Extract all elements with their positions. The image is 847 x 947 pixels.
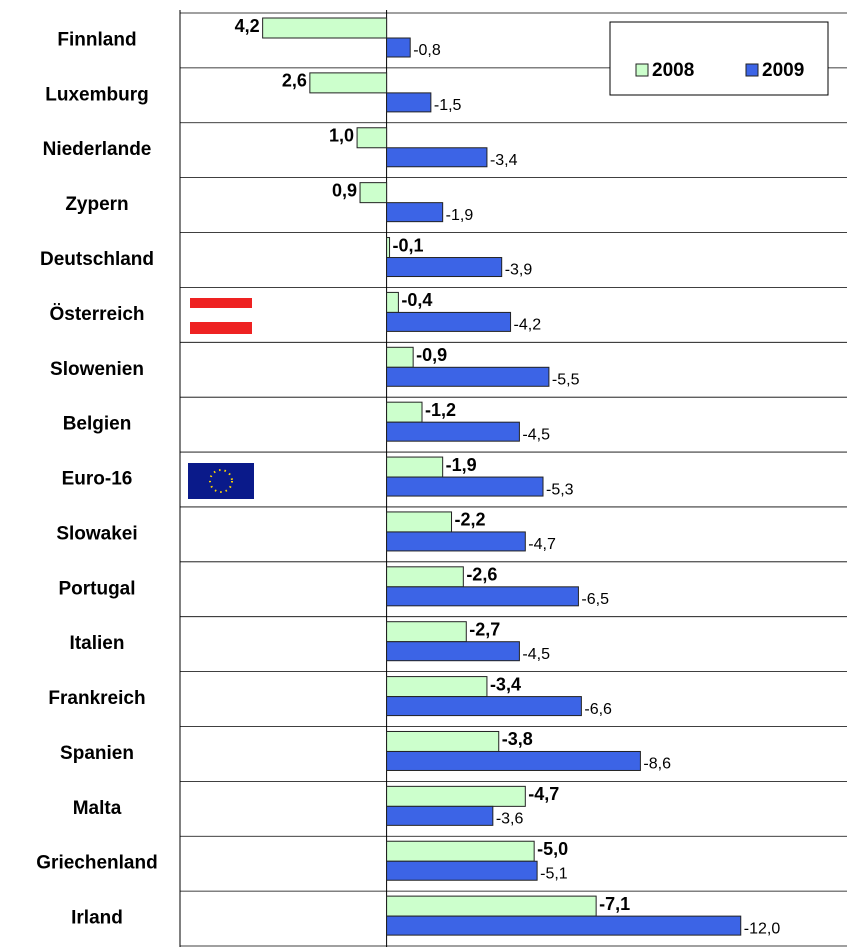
category-label: Niederlande	[43, 139, 152, 160]
data-label: -1,9	[446, 207, 474, 224]
data-label: -6,6	[584, 701, 612, 718]
category-label: Italien	[70, 633, 125, 654]
data-label: -2,6	[466, 565, 497, 585]
legend-box	[609, 21, 829, 96]
bar	[386, 346, 414, 368]
austria-flag	[190, 298, 252, 334]
bar	[386, 147, 488, 168]
bar	[386, 566, 464, 588]
bar	[386, 586, 579, 607]
data-label: -1,5	[434, 97, 462, 114]
data-label: 1,0	[329, 126, 354, 146]
bar	[309, 72, 388, 94]
bar	[359, 182, 388, 204]
bar	[386, 860, 538, 881]
category-label: Irland	[71, 908, 123, 929]
data-label: -4,7	[528, 536, 556, 553]
data-label: -3,4	[490, 674, 521, 694]
bar	[386, 476, 544, 497]
data-label: -5,0	[537, 839, 568, 859]
data-label: -3,8	[502, 729, 533, 749]
bar	[386, 311, 512, 332]
bar	[386, 456, 444, 478]
data-label: -4,5	[522, 426, 550, 443]
bar	[386, 895, 597, 917]
bar	[386, 37, 411, 58]
bar	[386, 641, 520, 662]
eu-flag	[188, 463, 254, 499]
data-label: -4,5	[522, 646, 550, 663]
category-label: Slowakei	[56, 523, 137, 544]
data-label: -12,0	[744, 920, 781, 937]
bar	[386, 511, 453, 533]
bar	[386, 785, 526, 807]
data-label: -2,2	[455, 510, 486, 530]
category-label: Portugal	[58, 578, 135, 599]
legend-label: 2009	[762, 60, 804, 81]
data-label: -8,6	[643, 756, 671, 773]
data-label: -5,3	[546, 481, 574, 498]
bar	[386, 676, 488, 698]
data-label: -0,4	[401, 290, 432, 310]
category-label: Frankreich	[48, 688, 145, 709]
data-label: -5,5	[552, 372, 580, 389]
category-label: Deutschland	[40, 249, 154, 270]
category-label: Finnland	[57, 29, 136, 50]
data-label: -4,7	[528, 784, 559, 804]
category-label: Malta	[73, 798, 122, 819]
bar	[386, 696, 582, 717]
bar	[386, 750, 641, 771]
data-label: -5,1	[540, 865, 568, 882]
category-label: Griechenland	[36, 853, 157, 874]
bar	[386, 257, 503, 278]
bar	[356, 127, 388, 149]
bar	[386, 366, 550, 387]
bar	[386, 237, 391, 259]
category-label: Spanien	[60, 743, 134, 764]
data-label: 2,6	[282, 71, 307, 91]
data-label: 4,2	[235, 16, 260, 36]
category-label: Euro-16	[62, 469, 133, 490]
data-label: -6,5	[581, 591, 609, 608]
bar	[386, 805, 494, 826]
bar	[386, 621, 467, 643]
bar	[386, 291, 399, 313]
bar	[386, 840, 535, 862]
data-label: -3,6	[496, 811, 524, 828]
category-label: Slowenien	[50, 359, 144, 380]
data-label: 0,9	[332, 180, 357, 200]
bar	[386, 915, 742, 936]
data-label: -0,9	[416, 345, 447, 365]
data-label: -4,2	[514, 317, 542, 334]
bar	[386, 401, 423, 423]
bar	[386, 531, 526, 552]
data-label: -3,4	[490, 152, 518, 169]
legend-label: 2008	[652, 60, 694, 81]
bar	[386, 202, 444, 223]
bar	[262, 17, 388, 39]
data-label: -3,9	[505, 262, 533, 279]
data-label: -1,2	[425, 400, 456, 420]
bar	[386, 421, 520, 442]
data-label: -2,7	[469, 619, 500, 639]
legend-swatch	[745, 63, 759, 77]
bar	[386, 92, 432, 113]
category-label: Österreich	[49, 304, 144, 325]
legend-swatch	[635, 63, 649, 77]
data-label: -0,8	[413, 42, 441, 59]
bar	[386, 730, 500, 752]
data-label: -1,9	[446, 455, 477, 475]
category-label: Zypern	[65, 194, 128, 215]
data-label: -0,1	[393, 235, 424, 255]
category-label: Belgien	[63, 414, 132, 435]
category-label: Luxemburg	[45, 84, 148, 105]
data-label: -7,1	[599, 894, 630, 914]
